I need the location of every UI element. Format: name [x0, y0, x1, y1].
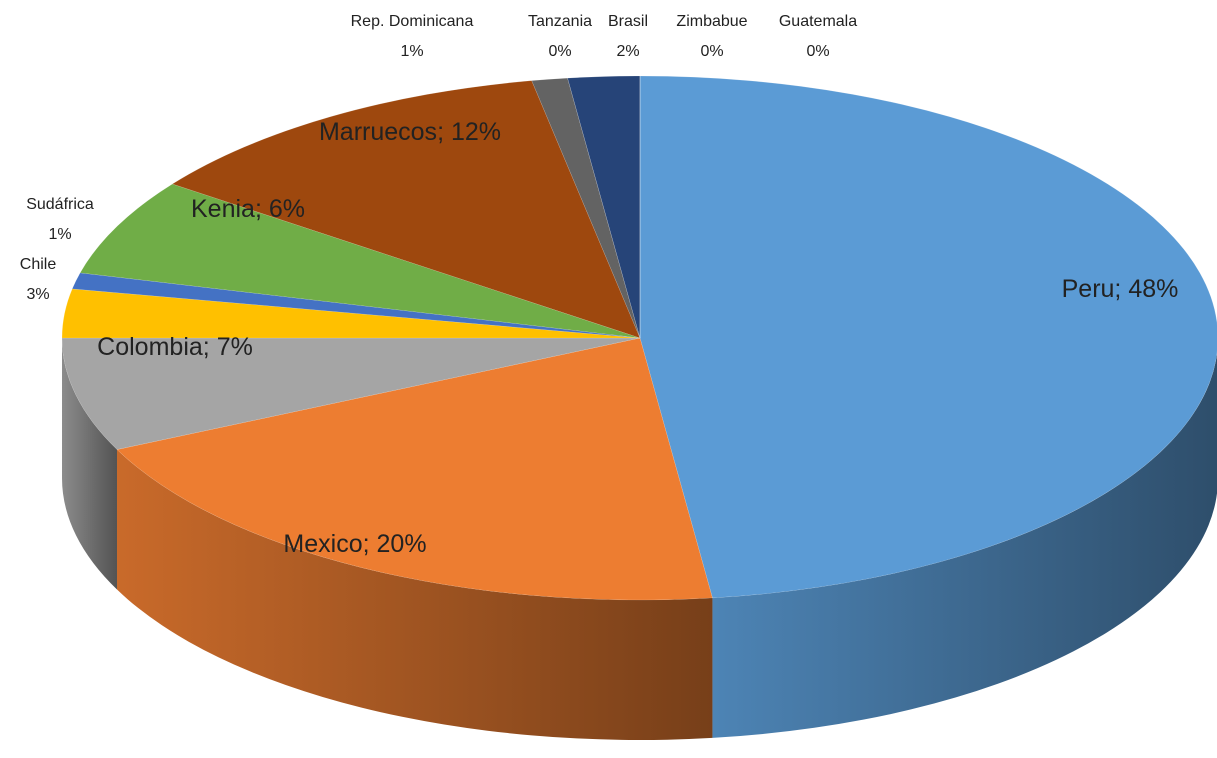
value-label: 1% [48, 226, 71, 243]
value-label: 7% [217, 333, 253, 361]
value-label: 0% [806, 43, 829, 60]
data-label: Peru; 48% [1062, 275, 1179, 303]
value-label: 3% [26, 286, 49, 303]
category-label: Sudáfrica [26, 196, 94, 213]
slice-side [712, 352, 1217, 738]
label-separator: ; [437, 118, 451, 146]
category-label: Guatemala [779, 13, 857, 30]
category-label: Brasil [608, 13, 648, 30]
value-label: 12% [451, 118, 501, 146]
data-label: Mexico; 20% [283, 530, 426, 558]
category-label: Tanzania [528, 13, 592, 30]
value-label: 2% [616, 43, 639, 60]
slice [567, 75, 641, 339]
data-label: Kenia; 6% [191, 195, 305, 223]
label-separator: ; [1114, 275, 1128, 303]
slice [61, 337, 641, 450]
category-label: Rep. Dominicana [351, 13, 474, 30]
value-label: 6% [269, 195, 305, 223]
category-label: Chile [20, 256, 57, 273]
category-label: Kenia [191, 195, 255, 223]
category-label: Marruecos [319, 118, 437, 146]
slice [61, 288, 641, 339]
label-separator: ; [255, 195, 269, 223]
slice [79, 183, 641, 339]
value-label: 0% [700, 43, 723, 60]
slice-side [117, 449, 713, 741]
label-separator: ; [203, 333, 217, 361]
data-label: Marruecos; 12% [319, 118, 501, 146]
slice [531, 77, 641, 339]
slice [116, 337, 713, 601]
category-label: Mexico [283, 530, 362, 558]
value-label: 1% [400, 43, 423, 60]
slice [171, 80, 641, 339]
slice-side [62, 338, 118, 590]
value-label: 0% [548, 43, 571, 60]
label-separator: ; [363, 530, 377, 558]
data-label: Colombia; 7% [97, 333, 253, 361]
slice [71, 272, 641, 339]
category-label: Peru [1062, 275, 1115, 303]
value-label: 20% [377, 530, 427, 558]
category-label: Zimbabue [676, 13, 747, 30]
category-label: Colombia [97, 333, 203, 361]
value-label: 48% [1128, 275, 1178, 303]
